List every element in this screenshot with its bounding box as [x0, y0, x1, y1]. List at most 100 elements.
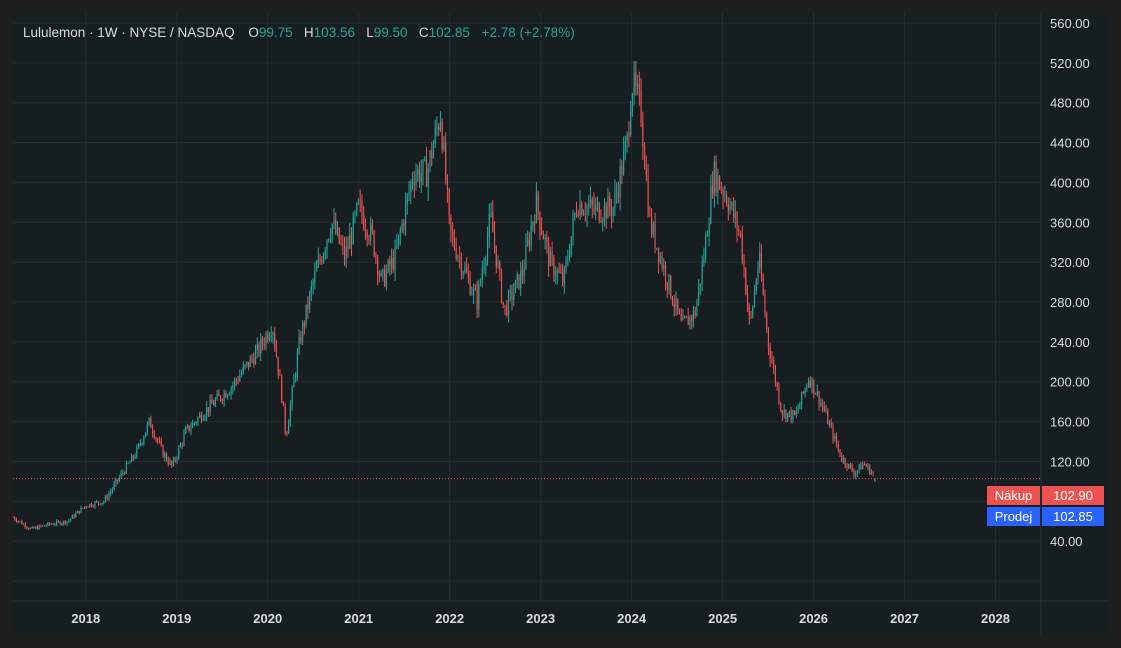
candle-body	[609, 196, 611, 209]
candle-body	[375, 255, 377, 258]
candle-body	[309, 292, 311, 310]
candle-body	[45, 525, 47, 527]
candle-body	[193, 422, 196, 424]
candle-body	[705, 236, 707, 259]
candle-body	[260, 338, 262, 354]
candle-body	[256, 344, 258, 351]
candle-body	[739, 231, 742, 234]
candle-body	[230, 388, 232, 394]
candle-body	[858, 464, 860, 471]
candle-body	[678, 310, 681, 314]
candle-body	[684, 316, 686, 318]
candle-body	[42, 525, 44, 527]
candle-body	[664, 265, 667, 283]
candle-body	[64, 520, 66, 524]
chart-area[interactable]: 560.00 520.00 480.00 440.00 400.00 360.00 320.…	[13, 13, 1109, 635]
candle-body	[719, 175, 721, 190]
candle-body	[221, 399, 223, 401]
x-tick-label: 2023	[526, 611, 555, 626]
candle-body	[335, 220, 337, 234]
candle-body	[356, 203, 358, 214]
candle-body	[181, 444, 183, 446]
candle-body	[795, 411, 797, 415]
candle-body	[562, 272, 564, 284]
candle-body	[359, 200, 361, 202]
candle-body	[499, 262, 501, 271]
y-tick-label: 320.00	[1050, 255, 1090, 270]
candle-body	[216, 393, 218, 400]
candlestick-chart[interactable]: 560.00 520.00 480.00 440.00 400.00 360.00 320.…	[13, 13, 1109, 635]
candle-body	[277, 356, 279, 374]
candle-body	[804, 388, 806, 393]
candle-body	[14, 517, 16, 520]
candle-body	[647, 175, 649, 214]
candle-body	[415, 175, 417, 185]
candle-body	[870, 472, 872, 474]
candle-body	[759, 252, 761, 268]
candle-body	[443, 142, 445, 150]
price-axis[interactable]: 560.00 520.00 480.00 440.00 400.00 360.00 320.…	[1040, 13, 1090, 635]
buy-label: Nákup	[987, 486, 1040, 505]
candle-body	[155, 437, 157, 439]
candle-body	[66, 521, 68, 524]
candle-body	[441, 121, 443, 150]
candle-body	[63, 520, 65, 524]
candle-body	[570, 236, 572, 255]
candle-body	[462, 272, 464, 274]
candle-body	[841, 456, 843, 461]
candle-body	[78, 510, 80, 514]
candle-body	[111, 488, 114, 492]
candle-body	[174, 459, 176, 461]
candle-body	[814, 393, 817, 395]
candle-body	[143, 437, 145, 444]
candle-body	[596, 202, 599, 205]
legend-open-key: O	[248, 25, 259, 40]
candle-body	[141, 443, 143, 445]
candle-body	[790, 410, 792, 420]
y-tick-label: 360.00	[1050, 215, 1090, 230]
candle-body	[331, 224, 333, 236]
candle-body	[450, 215, 452, 232]
x-tick-label: 2022	[435, 611, 464, 626]
candle-body	[638, 84, 640, 90]
candle-body	[827, 410, 829, 425]
candle-body	[528, 239, 531, 246]
candle-body	[122, 472, 124, 474]
candle-body	[57, 521, 59, 523]
candle-body	[835, 436, 838, 445]
candle-body	[542, 233, 544, 240]
candle-body	[820, 402, 822, 405]
candle-body	[490, 212, 492, 215]
y-tick-label: 480.00	[1050, 96, 1090, 111]
candle-body	[788, 410, 790, 413]
candle-body	[535, 192, 537, 223]
candles	[13, 60, 876, 530]
candle-body	[473, 288, 475, 295]
candle-body	[152, 427, 154, 433]
candle-body	[349, 235, 351, 249]
candle-body	[821, 402, 824, 407]
candle-body	[197, 417, 199, 423]
candle-body	[50, 524, 52, 526]
candle-body	[340, 242, 342, 244]
candle-body	[752, 306, 754, 316]
candle-body	[778, 387, 780, 403]
candle-body	[460, 257, 462, 274]
candle-body	[593, 205, 595, 211]
candle-body	[581, 203, 583, 216]
time-axis[interactable]: 2018 2019 2020 2021 2022 2023 2024 2025 2026 2027…	[13, 600, 1109, 626]
candle-body	[188, 425, 190, 431]
candle-body	[720, 189, 722, 191]
candle-body	[446, 180, 449, 190]
candle-body	[692, 310, 695, 321]
candle-body	[567, 259, 569, 261]
candle-body	[738, 229, 740, 232]
candle-body	[631, 94, 633, 113]
candle-body	[396, 244, 398, 248]
candle-body	[176, 457, 178, 461]
candle-body	[753, 291, 756, 307]
candle-body	[316, 266, 318, 272]
candle-body	[21, 521, 23, 525]
candle-body	[124, 472, 126, 474]
candle-body	[502, 301, 504, 305]
